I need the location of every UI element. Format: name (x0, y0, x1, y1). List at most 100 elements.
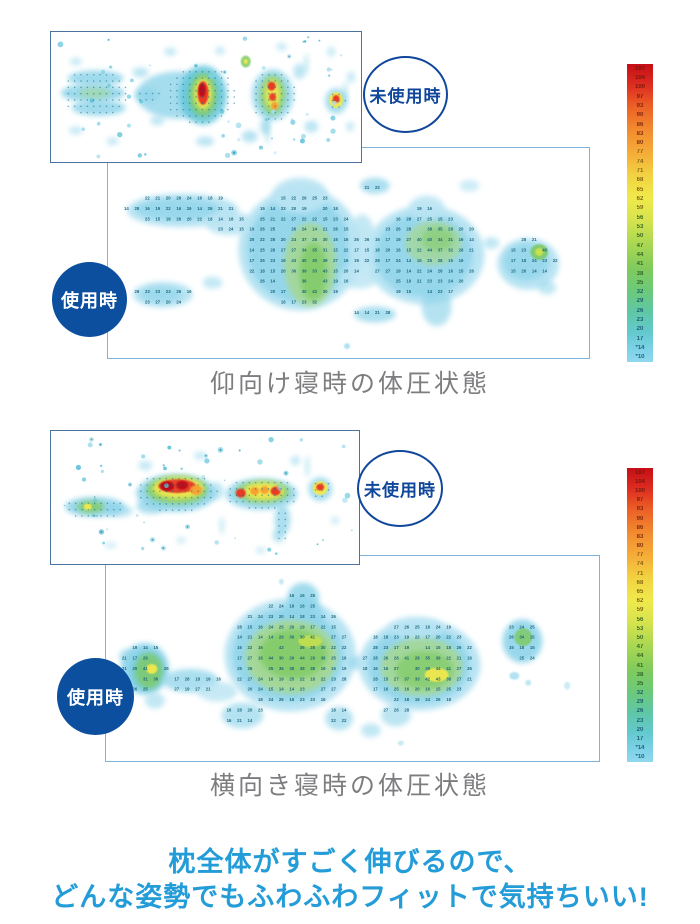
svg-text:26: 26 (436, 697, 441, 702)
svg-text:27: 27 (155, 300, 160, 305)
svg-text:38: 38 (446, 676, 451, 681)
svg-text:26: 26 (396, 227, 401, 232)
svg-text:27: 27 (457, 676, 462, 681)
svg-text:25: 25 (260, 248, 265, 253)
svg-text:15: 15 (530, 635, 535, 640)
scale-tick-label: 93 (636, 102, 644, 109)
side-used-heatmap: 16 16 25 22 24 18 16 25 21 24 23 20 14 18 23 14 26 28 15 16… (105, 555, 600, 762)
svg-text:16: 16 (459, 237, 464, 242)
svg-text:36: 36 (153, 676, 158, 681)
svg-text:17: 17 (291, 300, 296, 305)
svg-text:36: 36 (291, 268, 296, 273)
svg-text:14: 14 (321, 614, 326, 619)
svg-text:14: 14 (197, 206, 202, 211)
svg-text:14: 14 (289, 614, 294, 619)
svg-text:24: 24 (268, 697, 273, 702)
svg-text:14: 14 (532, 268, 537, 273)
svg-text:32: 32 (312, 300, 317, 305)
svg-text:18: 18 (425, 624, 430, 629)
svg-text:20: 20 (344, 268, 349, 273)
svg-text:30: 30 (302, 289, 307, 294)
back-used-heatmap: 21 22 22 21 20 26 24 16 18 19 15 22 26 25 23 14 28 16 19 22… (107, 147, 590, 359)
scale-tick-label: 65 (636, 186, 644, 193)
unused-badge-side-label: 未使用時 (364, 481, 436, 500)
svg-text:26: 26 (279, 697, 284, 702)
svg-text:30: 30 (323, 289, 328, 294)
svg-text:16: 16 (268, 676, 273, 681)
svg-text:16: 16 (404, 687, 409, 692)
svg-text:27: 27 (331, 635, 336, 640)
scale-tick-label: 100 (634, 487, 645, 494)
scale-tick-label: 35 (636, 680, 644, 687)
svg-text:20: 20 (270, 289, 275, 294)
svg-text:24: 24 (436, 624, 441, 629)
svg-text:21: 21 (206, 687, 211, 692)
svg-text:16: 16 (467, 656, 472, 661)
svg-text:23: 23 (270, 258, 275, 263)
svg-text:15: 15 (331, 666, 336, 671)
svg-text:16: 16 (373, 666, 378, 671)
scale-tick-label: *14 (635, 745, 645, 752)
svg-text:18: 18 (521, 258, 526, 263)
svg-text:21: 21 (417, 279, 422, 284)
svg-text:20: 20 (436, 635, 441, 640)
svg-text:26: 26 (469, 268, 474, 273)
scale-tick-label: 50 (636, 634, 644, 641)
svg-text:19: 19 (155, 206, 160, 211)
scale-tick-label: 86 (636, 121, 644, 128)
svg-text:18: 18 (260, 268, 265, 273)
svg-text:31: 31 (323, 248, 328, 253)
svg-text:22: 22 (417, 268, 422, 273)
scale-tick-label: 80 (636, 543, 644, 550)
svg-text:25: 25 (331, 656, 336, 661)
svg-text:17: 17 (174, 676, 179, 681)
caption-side: 横向き寝時の体圧状態 (209, 772, 490, 800)
svg-text:28: 28 (373, 676, 378, 681)
svg-text:37: 37 (404, 676, 409, 681)
svg-text:22: 22 (394, 697, 399, 702)
svg-text:28: 28 (448, 227, 453, 232)
svg-text:28: 28 (373, 645, 378, 650)
svg-text:20: 20 (281, 237, 286, 242)
svg-text:26: 26 (521, 268, 526, 273)
svg-text:25: 25 (530, 624, 535, 629)
svg-text:19: 19 (218, 196, 223, 201)
scale-tick-label: 100 (634, 84, 645, 91)
scale-tick-label: 68 (636, 177, 644, 184)
svg-text:43: 43 (323, 268, 328, 273)
svg-text:23: 23 (310, 614, 315, 619)
scale-tick-label: 23 (636, 317, 644, 324)
svg-text:34: 34 (519, 635, 524, 640)
svg-text:16: 16 (396, 216, 401, 221)
svg-text:25: 25 (279, 624, 284, 629)
svg-text:28: 28 (310, 645, 315, 650)
scale-tick-label: 20 (636, 726, 644, 733)
svg-text:23: 23 (438, 279, 443, 284)
svg-text:23: 23 (542, 258, 547, 263)
scale-tick-label: 32 (636, 690, 644, 697)
scale-tick-label: 56 (636, 616, 644, 623)
svg-text:15: 15 (406, 289, 411, 294)
svg-text:20: 20 (279, 614, 284, 619)
svg-text:38: 38 (310, 666, 315, 671)
svg-text:16: 16 (300, 593, 305, 598)
svg-text:25: 25 (260, 258, 265, 263)
svg-text:19: 19 (354, 258, 359, 263)
svg-text:22: 22 (145, 196, 150, 201)
svg-text:44: 44 (268, 656, 273, 661)
svg-text:17: 17 (250, 258, 255, 263)
svg-text:16: 16 (197, 196, 202, 201)
svg-text:21: 21 (122, 656, 127, 661)
scale-tick-label: 23 (636, 717, 644, 724)
svg-text:20: 20 (415, 687, 420, 692)
footer-message: 枕全体がすごく伸びるので、 どんな姿勢でもふわふわフィットで気持ちいい! (0, 845, 700, 914)
svg-text:20: 20 (166, 300, 171, 305)
svg-text:14: 14 (143, 645, 148, 650)
scale-tick-label: 41 (636, 662, 644, 669)
svg-text:23: 23 (300, 697, 305, 702)
svg-text:18: 18 (258, 697, 263, 702)
svg-text:24: 24 (427, 268, 432, 273)
svg-text:18: 18 (300, 614, 305, 619)
used-badge-back: 使用時 (52, 262, 127, 337)
svg-text:19: 19 (279, 676, 284, 681)
